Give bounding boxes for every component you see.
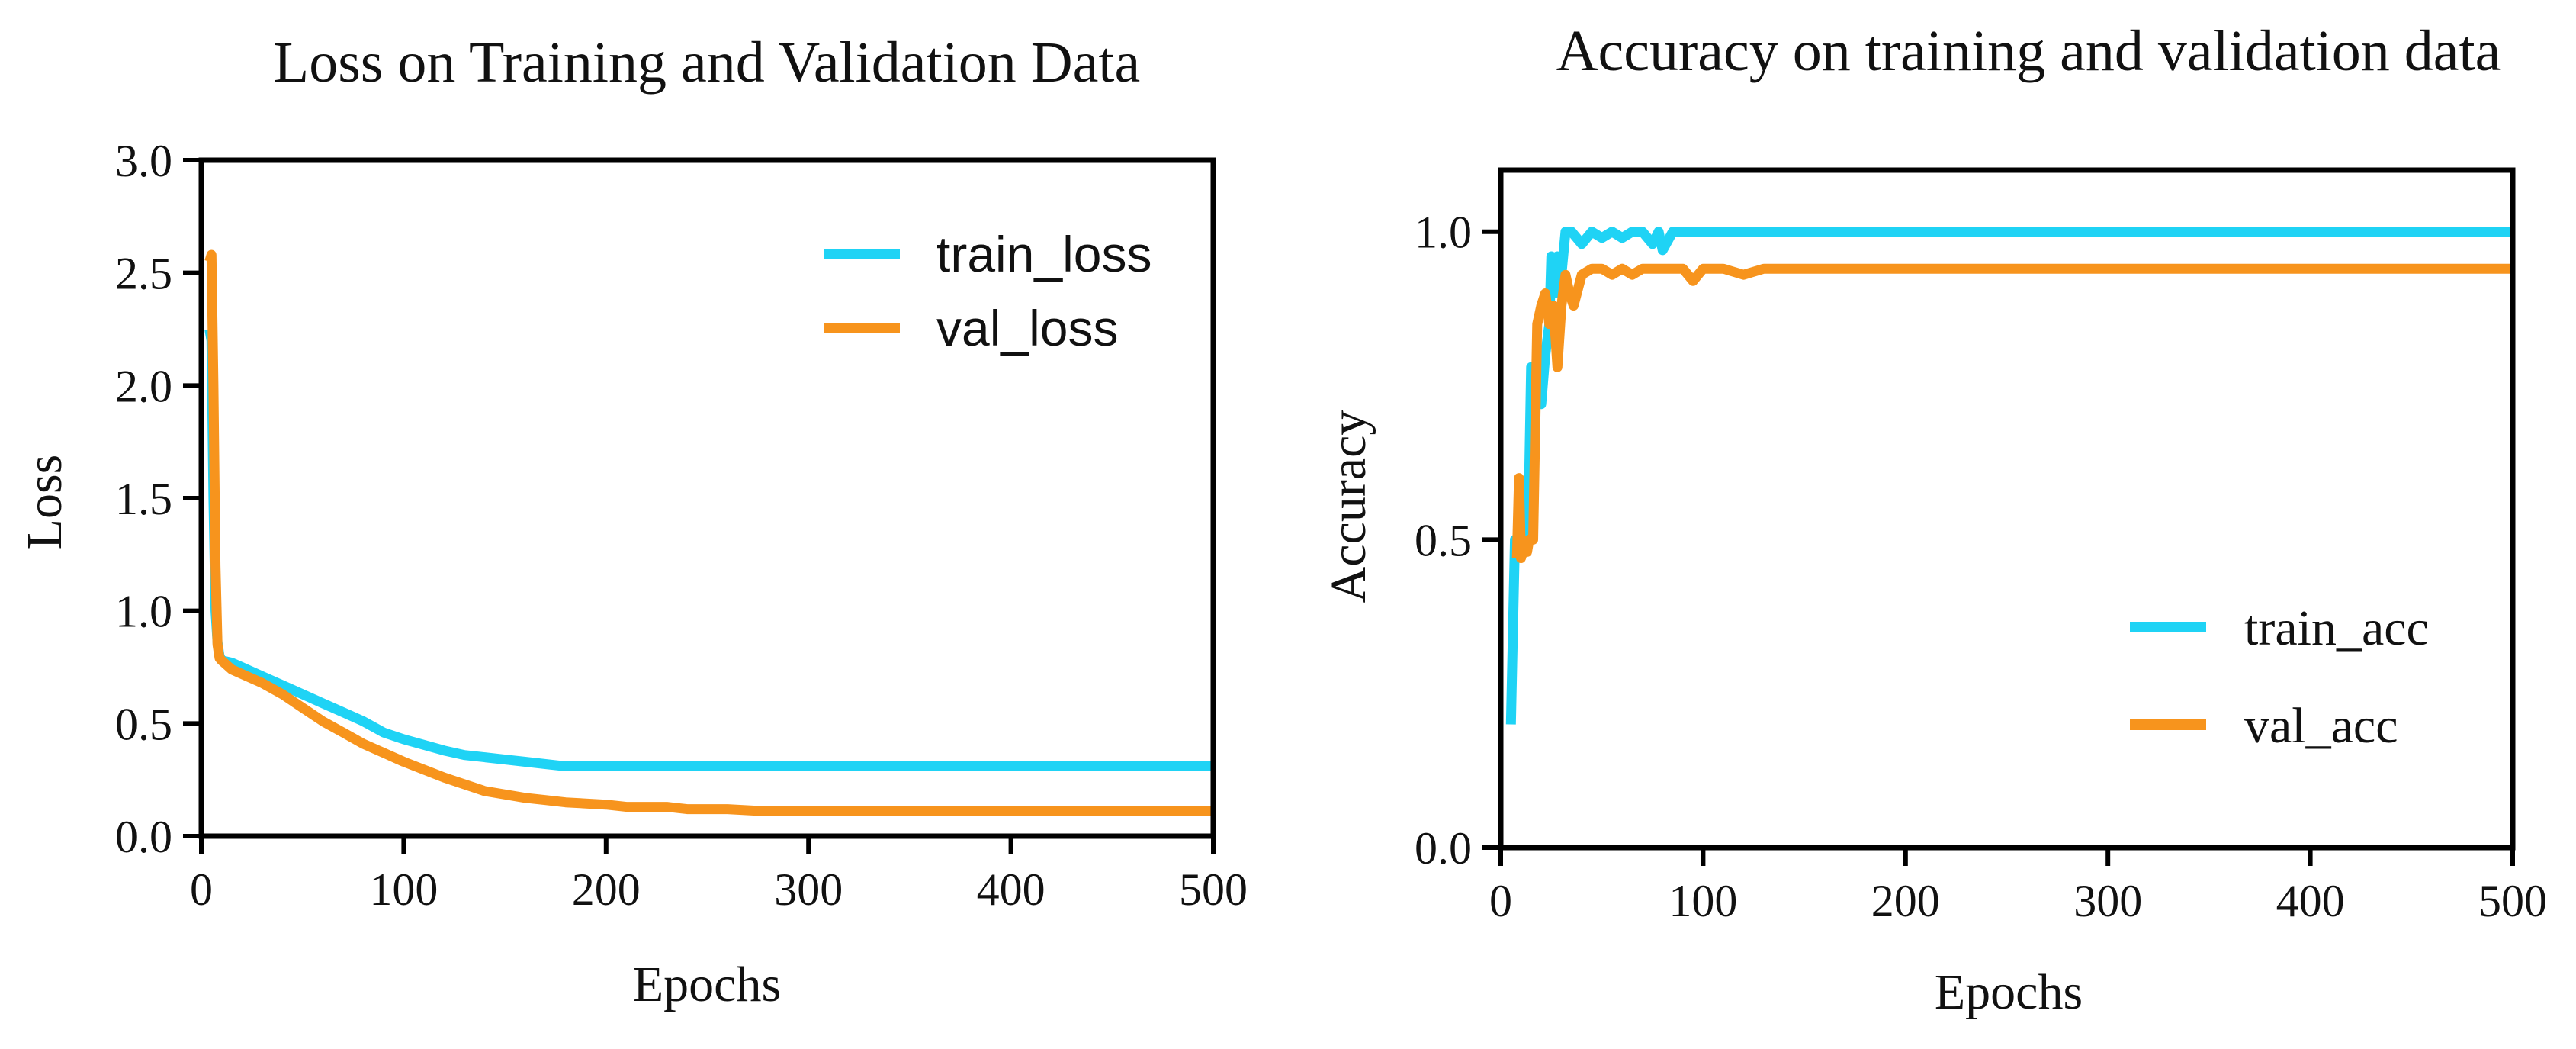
- loss-x-tick-label: 500: [1179, 864, 1248, 915]
- loss-series: [204, 249, 1213, 816]
- accuracy-ticks: 0 100 200 300 400 500 0.0 0.5 1.0: [1415, 208, 2547, 926]
- accuracy-x-tick-label: 100: [1669, 876, 1737, 926]
- loss-legend: train_loss val_loss: [824, 226, 1151, 356]
- series-line-train-loss: [204, 328, 1213, 771]
- loss-x-axis-label: Epochs: [633, 957, 781, 1012]
- loss-y-tick-label: 0.0: [115, 812, 172, 862]
- accuracy-chart-title: Accuracy on training and validation data: [1556, 19, 2501, 83]
- accuracy-x-tick-label: 300: [2073, 876, 2142, 926]
- legend-label-val-loss: val_loss: [936, 300, 1118, 356]
- legend-label-train-acc: train_acc: [2244, 600, 2429, 656]
- accuracy-chart: Accuracy on training and validation data…: [1321, 19, 2547, 1020]
- legend-label-train-loss: train_loss: [936, 226, 1151, 282]
- accuracy-x-tick-label: 500: [2478, 876, 2547, 926]
- accuracy-y-tick-label: 1.0: [1415, 208, 1472, 258]
- loss-ticks: 0 100 200 300 400 500 0.0 0.5 1.0 1.5 2.0 2.5 3.0: [115, 136, 1248, 915]
- accuracy-x-tick-label: 400: [2276, 876, 2345, 926]
- loss-x-tick-label: 0: [190, 864, 213, 915]
- loss-y-tick-label: 1.5: [115, 474, 172, 524]
- loss-y-tick-label: 1.0: [115, 587, 172, 637]
- legend-label-val-acc: val_acc: [2244, 698, 2398, 754]
- accuracy-series: [1505, 227, 2513, 725]
- accuracy-x-tick-label: 200: [1871, 876, 1940, 926]
- series-line-val-loss: [204, 249, 1213, 816]
- loss-y-tick-label: 2.5: [115, 249, 172, 299]
- accuracy-y-tick-label: 0.5: [1415, 515, 1472, 565]
- loss-y-tick-label: 2.0: [115, 361, 172, 411]
- loss-y-tick-label: 0.5: [115, 699, 172, 749]
- accuracy-y-tick-label: 0.0: [1415, 823, 1472, 874]
- loss-chart-title: Loss on Training and Validation Data: [274, 31, 1140, 95]
- loss-x-tick-label: 200: [572, 864, 641, 915]
- loss-x-tick-label: 400: [977, 864, 1045, 915]
- loss-x-tick-label: 100: [369, 864, 438, 915]
- loss-y-axis-label: Loss: [17, 455, 72, 550]
- series-line-val-acc: [1511, 263, 2513, 564]
- loss-x-tick-label: 300: [774, 864, 843, 915]
- accuracy-y-axis-label: Accuracy: [1321, 410, 1376, 603]
- loss-plot-frame: [198, 157, 1216, 839]
- accuracy-legend: train_acc val_acc: [2130, 600, 2429, 754]
- loss-chart: Loss on Training and Validation Data Los…: [17, 31, 1248, 1012]
- loss-y-tick-label: 3.0: [115, 136, 172, 186]
- series-line-train-acc: [1505, 227, 2513, 725]
- accuracy-plot-frame: [1498, 167, 2516, 851]
- accuracy-x-axis-label: Epochs: [1935, 964, 2083, 1020]
- accuracy-x-tick-label: 0: [1489, 876, 1512, 926]
